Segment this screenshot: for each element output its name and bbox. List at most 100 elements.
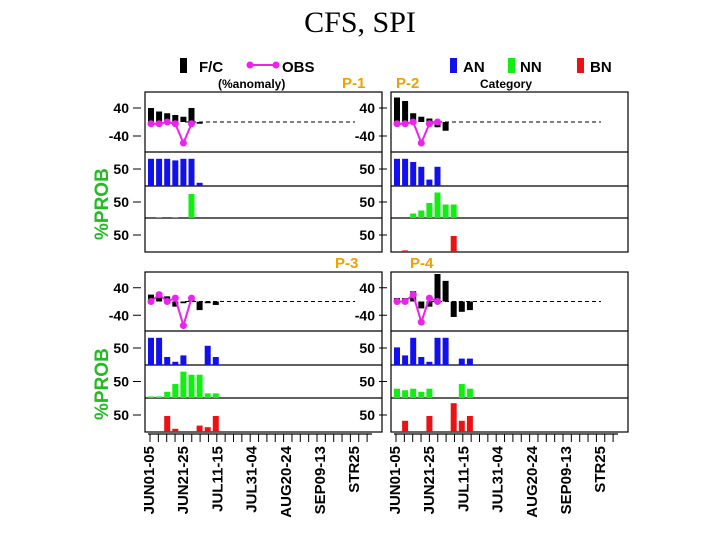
fc-bar bbox=[148, 108, 154, 122]
period-label: P-3 bbox=[335, 255, 358, 272]
anomaly-tick-label: 40 bbox=[113, 100, 129, 116]
panel-1: P-1 40 -40 50 50 50 bbox=[109, 75, 383, 253]
an-bar bbox=[410, 162, 417, 186]
nn-bar bbox=[164, 391, 171, 398]
chart-title: CFS, SPI bbox=[304, 6, 416, 39]
an-bar bbox=[426, 361, 433, 365]
an-bar bbox=[196, 182, 203, 186]
panel-2: P-2 40 -40 50 50 50 bbox=[355, 75, 629, 253]
nn-bar bbox=[418, 210, 425, 218]
legend-fc-label: F/C bbox=[199, 59, 223, 76]
fc-bar bbox=[410, 113, 417, 122]
period-label: P-1 bbox=[342, 75, 365, 92]
x-tick-label: JUN21-25 bbox=[421, 446, 438, 514]
y-axis-label-bottom: %PROB bbox=[92, 348, 113, 420]
an-bar bbox=[418, 166, 425, 186]
fc-bar bbox=[426, 301, 433, 307]
x-tick-label: AUG20-24 bbox=[524, 445, 541, 517]
obs-marker bbox=[147, 120, 155, 128]
bn-bar bbox=[402, 250, 409, 252]
fc-bar bbox=[458, 301, 465, 312]
legend-an-swatch bbox=[450, 58, 457, 73]
an-bar bbox=[180, 158, 187, 186]
fc-bar bbox=[442, 122, 449, 131]
fc-bar bbox=[196, 122, 203, 124]
anomaly-tick-label: -40 bbox=[109, 307, 129, 323]
period-label: P-2 bbox=[396, 75, 419, 92]
x-tick-label: JUL31-04 bbox=[490, 445, 507, 512]
obs-marker bbox=[401, 298, 409, 305]
x-axis-2: JUN01-05 JUN21-25 JUL11-15 JUL31-04 AUG20-24… bbox=[387, 433, 618, 518]
an-bar bbox=[394, 158, 400, 186]
nn-bar bbox=[172, 384, 179, 398]
panel-4: P-4 40 -40 50 50 50 bbox=[355, 255, 629, 433]
an-bar bbox=[180, 355, 187, 365]
obs-marker bbox=[425, 294, 433, 302]
prob-tick-label: 50 bbox=[113, 340, 129, 356]
x-tick-label: JUN01-05 bbox=[387, 446, 404, 514]
nn-bar bbox=[156, 396, 163, 398]
an-bar bbox=[148, 158, 154, 186]
anomaly-tick-label: -40 bbox=[355, 128, 375, 144]
an-bar bbox=[156, 337, 163, 365]
an-bar bbox=[418, 357, 425, 365]
fc-bar bbox=[466, 301, 473, 311]
legend-bn-swatch bbox=[577, 58, 584, 73]
obs-marker bbox=[188, 294, 195, 302]
an-bar bbox=[466, 358, 473, 365]
nn-bar bbox=[172, 217, 179, 218]
nn-bar bbox=[212, 393, 219, 398]
bn-bar bbox=[426, 416, 433, 432]
legend-category-label: Category bbox=[480, 77, 532, 91]
panel-3: P-340 -40 50 50 50 bbox=[109, 255, 383, 433]
nn-bar bbox=[188, 194, 195, 218]
fc-bar bbox=[180, 116, 187, 122]
nn-bar bbox=[148, 396, 154, 398]
anomaly-tick-label: 40 bbox=[359, 100, 375, 116]
x-axis-1: JUN01-05 JUN21-25 JUL11-15 JUL31-04 AUG20-24… bbox=[141, 433, 372, 518]
obs-marker bbox=[393, 120, 401, 128]
an-bar bbox=[156, 158, 163, 186]
prob-tick-label: 50 bbox=[113, 374, 129, 390]
bn-bar bbox=[164, 416, 171, 432]
prob-tick-label: 50 bbox=[359, 161, 375, 177]
prob-tick-label: 50 bbox=[113, 194, 129, 210]
obs-marker bbox=[155, 291, 163, 299]
prob-tick-label: 50 bbox=[113, 161, 129, 177]
obs-marker bbox=[417, 139, 425, 147]
bn-bar bbox=[450, 236, 457, 252]
x-tick-label: JUN01-05 bbox=[141, 446, 158, 514]
x-tick-label: SEP09-13 bbox=[558, 446, 575, 514]
obs-marker bbox=[417, 318, 425, 326]
nn-bar bbox=[180, 371, 187, 398]
legend-obs-label: OBS bbox=[282, 59, 315, 76]
an-bar bbox=[172, 160, 179, 186]
panel-frame bbox=[144, 91, 383, 253]
obs-marker bbox=[188, 120, 195, 128]
bn-bar bbox=[212, 416, 219, 432]
x-tick-label: JUL11-15 bbox=[209, 446, 226, 512]
nn-bar bbox=[394, 388, 400, 398]
bn-bar bbox=[466, 416, 473, 432]
nn-bar bbox=[466, 388, 473, 398]
panel-frame bbox=[144, 271, 383, 433]
bn-bar bbox=[402, 420, 409, 432]
anomaly-tick-label: 40 bbox=[359, 280, 375, 296]
an-bar bbox=[434, 166, 441, 186]
legend-an-label: AN bbox=[463, 59, 485, 76]
fc-bar bbox=[156, 111, 163, 122]
nn-bar bbox=[418, 391, 425, 398]
bn-bar bbox=[196, 425, 203, 432]
prob-tick-label: 50 bbox=[359, 340, 375, 356]
prob-tick-label: 50 bbox=[113, 407, 129, 423]
obs-marker bbox=[171, 294, 179, 302]
an-bar bbox=[410, 337, 417, 365]
nn-bar bbox=[426, 388, 433, 398]
panels-group: P-140-40505050P-240-40505050P-340-405050… bbox=[109, 75, 629, 518]
fc-bar bbox=[196, 301, 203, 311]
legend-obs-marker-right bbox=[272, 61, 280, 69]
an-bar bbox=[434, 337, 441, 365]
an-bar bbox=[204, 345, 211, 365]
bn-bar bbox=[458, 420, 465, 432]
